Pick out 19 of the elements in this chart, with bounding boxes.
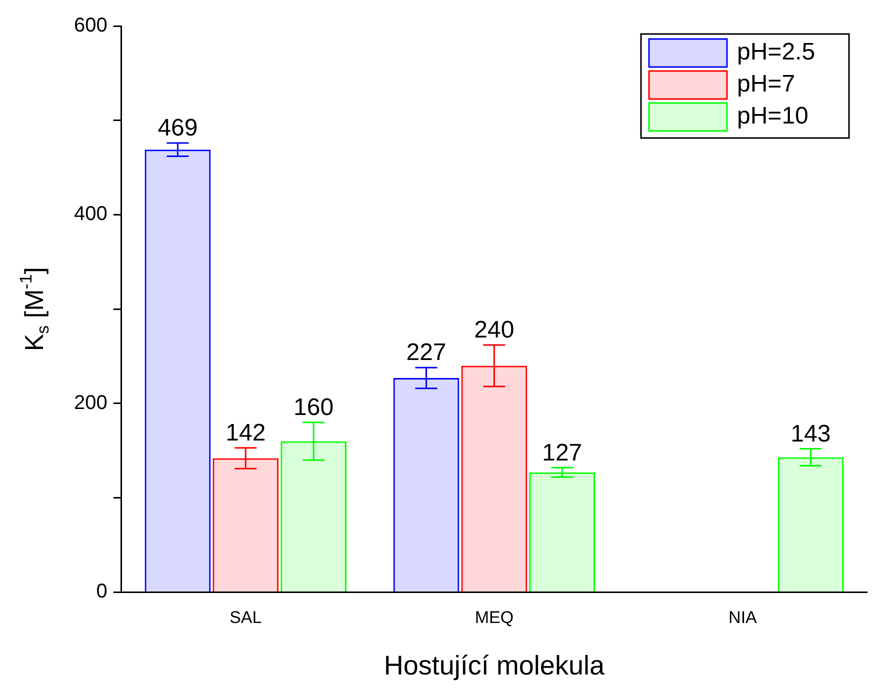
y-axis-title: Ks [M-1]	[16, 267, 52, 352]
data-label: 127	[542, 439, 582, 466]
legend-label: pH=10	[737, 102, 808, 130]
y-tick-label: 600	[74, 14, 108, 37]
data-label: 160	[294, 394, 334, 421]
y-tick-label: 0	[96, 580, 108, 603]
data-label: 469	[158, 114, 198, 142]
legend-label: pH=2.5	[737, 38, 816, 66]
data-label: 240	[474, 316, 514, 344]
x-tick-label: NIA	[728, 608, 758, 628]
y-tick-label: 400	[74, 203, 108, 226]
data-label: 143	[790, 420, 831, 448]
data-label: 227	[406, 339, 446, 366]
x-tick-label: SAL	[230, 608, 262, 628]
data-label: 142	[226, 419, 266, 446]
x-tick-label: MEQ	[474, 608, 514, 628]
x-axis-title: Hostující molekula	[384, 650, 606, 680]
y-tick-label: 200	[74, 392, 108, 414]
legend-label: pH=7	[737, 70, 796, 98]
